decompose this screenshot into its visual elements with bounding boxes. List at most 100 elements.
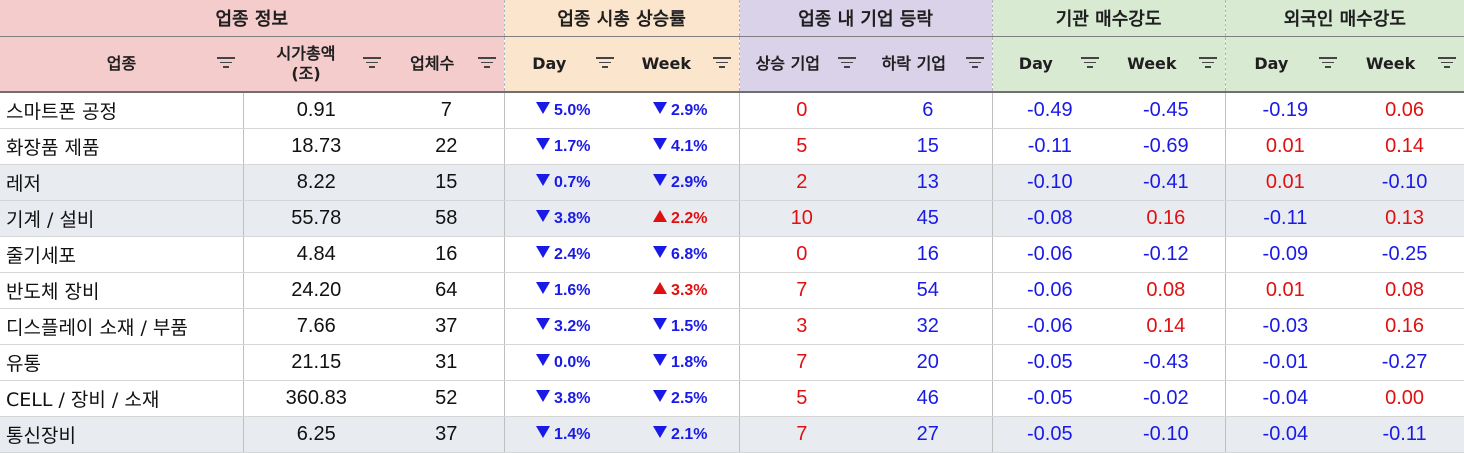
cell-inst-week: -0.45 [1107,92,1226,129]
cell-up: 0 [739,92,865,129]
cell-week: 2.2% [622,200,740,237]
cell-frgn-week: 0.14 [1345,128,1464,165]
col-label-day: Day [532,54,567,73]
cell-count: 15 [389,164,505,201]
cell-down: 16 [864,236,993,273]
cell-mcap: 21.15 [243,344,389,381]
cell-count: 52 [389,380,505,417]
cell-up: 7 [739,344,865,381]
cell-mcap: 24.20 [243,272,389,309]
cell-frgn-week: -0.11 [1345,416,1464,453]
cell-mcap: 6.25 [243,416,389,453]
pct-value: 3.2% [554,317,591,335]
triangle-down-icon [536,426,551,439]
cell-down: 27 [864,416,993,453]
cell-week: 2.9% [622,92,740,129]
cell-week: 1.5% [622,308,740,345]
cell-down: 15 [864,128,993,165]
filter-icon[interactable] [596,57,615,71]
col-label-week: Week [641,54,691,73]
cell-frgn-day: -0.03 [1225,308,1346,345]
cell-frgn-week: -0.10 [1345,164,1464,201]
pct-value: 1.5% [671,317,708,335]
cell-mcap: 8.22 [243,164,389,201]
col-header-count: 업체수 [389,36,505,93]
pct-value: 5.0% [554,101,591,119]
cell-day: 3.8% [504,380,623,417]
cell-inst-day: -0.05 [992,416,1108,453]
table-body: 스마트폰 공정 0.91 7 5.0% 2.9% 0 6 -0.49 -0.45 -0.19 0.0… [0,92,1464,453]
cell-frgn-day: -0.04 [1225,380,1346,417]
cell-sector: 디스플레이 소재 / 부품 [0,308,244,345]
cell-down: 32 [864,308,993,345]
cell-frgn-day: 0.01 [1225,128,1346,165]
triangle-down-icon [536,138,551,151]
cell-down: 54 [864,272,993,309]
cell-frgn-day: -0.04 [1225,416,1346,453]
col-label-count: 업체수 [410,54,455,73]
cell-frgn-week: 0.13 [1345,200,1464,237]
table-row: 화장품 제품 18.73 22 1.7% 4.1% 5 15 -0.11 -0.69 0.01 0.… [0,128,1464,165]
filter-icon[interactable] [363,57,381,71]
cell-inst-week: 0.14 [1107,308,1226,345]
cell-inst-week: -0.43 [1107,344,1226,381]
cell-inst-day: -0.49 [992,92,1108,129]
cell-inst-week: -0.69 [1107,128,1226,165]
cell-sector: CELL / 장비 / 소재 [0,380,244,417]
cell-up: 5 [739,380,865,417]
group-header-row: 업종 정보 업종 시총 상승률 업종 내 기업 등락 기관 매수강도 외국인 매… [0,0,1464,37]
col-label-sector: 업종 [106,54,137,73]
table-row: 스마트폰 공정 0.91 7 5.0% 2.9% 0 6 -0.49 -0.45 -0.19 0.0… [0,92,1464,129]
filter-icon[interactable] [965,57,984,71]
pct-value: 3.3% [671,281,708,299]
filter-icon[interactable] [1198,57,1217,71]
cell-week: 1.8% [622,344,740,381]
filter-icon[interactable] [1081,57,1100,71]
triangle-down-icon [653,102,668,115]
cell-count: 37 [389,308,505,345]
filter-icon[interactable] [712,57,731,71]
cell-count: 16 [389,236,505,273]
cell-up: 7 [739,272,865,309]
cell-frgn-week: 0.06 [1345,92,1464,129]
table-row: CELL / 장비 / 소재 360.83 52 3.8% 2.5% 5 46 -0.05 -0… [0,380,1464,417]
pct-value: 6.8% [671,245,708,263]
pct-value: 2.9% [671,101,708,119]
triangle-down-icon [536,390,551,403]
cell-mcap: 7.66 [243,308,389,345]
filter-icon[interactable] [477,57,496,71]
cell-day: 3.2% [504,308,623,345]
pct-value: 1.6% [554,281,591,299]
pct-value: 2.4% [554,245,591,263]
filter-icon[interactable] [217,57,235,71]
triangle-down-icon [536,354,551,367]
pct-value: 0.7% [554,173,591,191]
cell-inst-week: -0.10 [1107,416,1226,453]
pct-value: 1.8% [671,353,708,371]
cell-week: 2.9% [622,164,740,201]
table-row: 기계 / 설비 55.78 58 3.8% 2.2% 10 45 -0.08 0.16 -0.11… [0,200,1464,237]
col-header-down: 하락 기업 [864,36,993,93]
group-header-info: 업종 정보 [0,0,505,37]
triangle-down-icon [536,102,551,115]
triangle-down-icon [653,174,668,187]
col-label-up: 상승 기업 [755,54,821,73]
cell-frgn-week: 0.00 [1345,380,1464,417]
filter-icon[interactable] [1319,57,1338,71]
pct-value: 3.8% [554,209,591,227]
cell-day: 1.6% [504,272,623,309]
filter-icon[interactable] [838,57,857,71]
group-header-companies: 업종 내 기업 등락 [739,0,993,37]
triangle-down-icon [653,318,668,331]
filter-icon[interactable] [1438,57,1457,71]
col-header-sector: 업종 [0,36,243,93]
col-label-frgn-day: Day [1254,54,1289,73]
cell-down: 20 [864,344,993,381]
cell-sector: 레저 [0,164,244,201]
cell-inst-day: -0.11 [992,128,1108,165]
cell-up: 0 [739,236,865,273]
cell-inst-day: -0.08 [992,200,1108,237]
cell-inst-day: -0.06 [992,308,1108,345]
pct-value: 4.1% [671,137,708,155]
